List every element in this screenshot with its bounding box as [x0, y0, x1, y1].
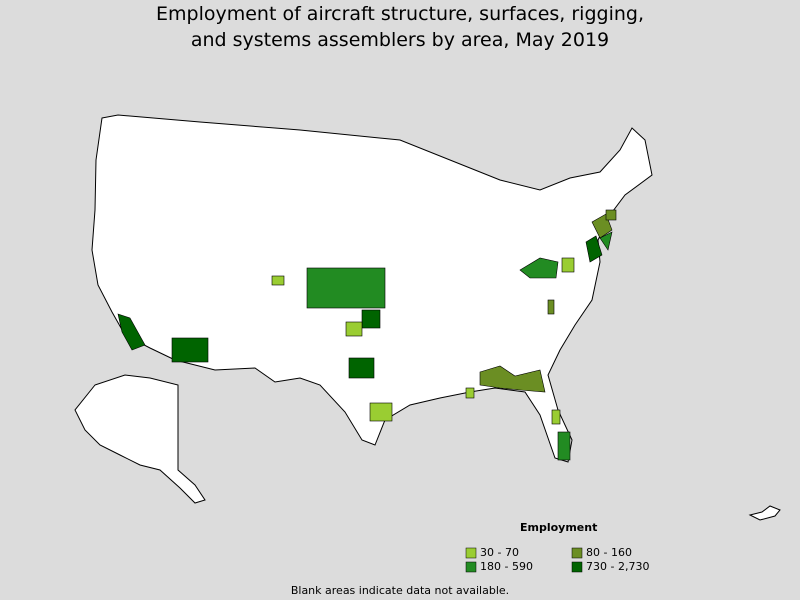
legend-label: 180 - 590 — [480, 560, 533, 573]
region — [117, 313, 146, 351]
region — [605, 209, 617, 221]
legend-label: 80 - 160 — [586, 546, 632, 559]
region — [547, 299, 555, 315]
legend-title: Employment — [520, 521, 597, 534]
legend-swatch — [465, 547, 477, 559]
hawaii — [748, 505, 781, 521]
region — [479, 365, 546, 393]
region — [345, 321, 363, 337]
region — [585, 235, 603, 263]
legend-swatch — [465, 561, 477, 573]
region — [465, 387, 475, 399]
region — [171, 337, 209, 363]
region — [557, 431, 571, 461]
legend-swatch — [571, 561, 583, 573]
region — [551, 409, 561, 425]
legend-label: 30 - 70 — [480, 546, 519, 559]
alaska — [74, 374, 206, 504]
region — [599, 231, 613, 251]
region — [561, 257, 575, 273]
region — [348, 357, 375, 379]
region — [271, 275, 285, 286]
legend-label: 730 - 2,730 — [586, 560, 649, 573]
title-line: Employment of aircraft structure, surfac… — [156, 3, 644, 25]
legend-swatch — [571, 547, 583, 559]
region — [369, 402, 393, 422]
title-line: and systems assemblers by area, May 2019 — [191, 29, 609, 51]
region — [306, 267, 386, 309]
region — [519, 257, 559, 279]
region — [361, 309, 381, 329]
footnote: Blank areas indicate data not available. — [291, 584, 509, 597]
